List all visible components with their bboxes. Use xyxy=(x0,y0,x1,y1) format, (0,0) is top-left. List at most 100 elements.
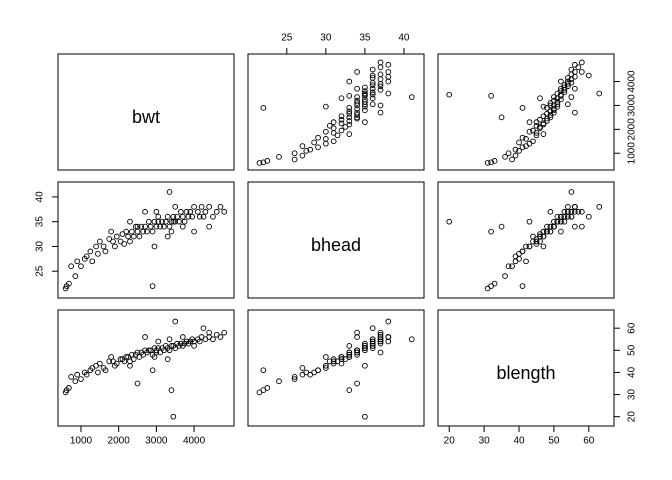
point-blength-vs-bwt-8 xyxy=(512,146,519,153)
point-bhead-vs-blength-81 xyxy=(362,362,368,369)
point-blength-vs-bhead-10 xyxy=(523,258,529,265)
point-bwt-vs-bhead-65 xyxy=(210,213,216,220)
point-bhead-vs-blength-54 xyxy=(362,340,368,347)
point-bwt-vs-bhead-28 xyxy=(132,223,139,230)
point-blength-vs-bhead-76 xyxy=(540,243,547,250)
point-bwt-vs-bhead-44 xyxy=(162,218,169,225)
point-bwt-vs-blength-12 xyxy=(95,369,101,376)
point-blength-vs-bwt-69 xyxy=(585,72,592,79)
point-bwt-vs-bhead-39 xyxy=(153,223,160,230)
point-blength-vs-bhead-77 xyxy=(488,228,494,235)
point-bhead-vs-bwt-4 xyxy=(276,153,282,160)
point-bhead-vs-bwt-72 xyxy=(346,78,353,85)
point-bhead-vs-blength-3 xyxy=(291,374,298,380)
point-bwt-vs-bhead-11 xyxy=(93,243,99,250)
panel-blength-bwt xyxy=(437,53,615,171)
point-blength-vs-bwt-67 xyxy=(571,61,578,68)
diag-label-blength: blength xyxy=(496,363,555,383)
point-bhead-vs-blength-65 xyxy=(369,336,376,343)
point-bhead-vs-bwt-45 xyxy=(369,95,376,102)
point-bhead-vs-bwt-12 xyxy=(311,139,317,146)
point-bhead-vs-bwt-35 xyxy=(362,107,368,114)
point-bwt-vs-bhead-57 xyxy=(187,208,194,215)
point-bhead-vs-bwt-32 xyxy=(346,110,353,117)
point-bhead-vs-bwt-51 xyxy=(362,88,368,94)
point-bwt-vs-bhead-47 xyxy=(168,218,175,225)
point-bhead-vs-bwt-73 xyxy=(377,102,384,109)
point-bhead-vs-blength-80 xyxy=(346,354,353,360)
point-bwt-vs-bhead-85 xyxy=(155,213,162,220)
point-bhead-vs-bwt-76 xyxy=(323,103,329,110)
tick-label-top-bhead-0: 25 xyxy=(281,33,293,44)
point-blength-vs-bwt-1 xyxy=(488,159,494,166)
point-bwt-vs-bhead-32 xyxy=(140,228,147,235)
point-blength-vs-bhead-83 xyxy=(537,233,543,240)
point-blength-vs-bwt-64 xyxy=(571,69,578,75)
point-bwt-vs-bhead-4 xyxy=(72,273,79,280)
point-bwt-vs-bhead-14 xyxy=(100,243,107,250)
point-bhead-vs-blength-4 xyxy=(276,378,282,385)
point-blength-vs-bhead-69 xyxy=(585,213,592,220)
point-bhead-vs-blength-25 xyxy=(330,358,337,365)
point-bhead-vs-bwt-55 xyxy=(377,83,384,90)
point-bwt-vs-bhead-3 xyxy=(68,263,75,270)
point-bwt-vs-bhead-29 xyxy=(134,228,141,235)
point-bhead-vs-blength-76 xyxy=(323,354,329,360)
point-bwt-vs-bhead-25 xyxy=(127,238,133,245)
point-blength-vs-bwt-65 xyxy=(568,66,575,73)
point-blength-vs-bhead-80 xyxy=(540,228,547,235)
tick-label-left-bhead-0: 25 xyxy=(35,265,46,277)
point-bwt-vs-blength-83 xyxy=(164,356,171,363)
point-bhead-vs-bwt-14 xyxy=(323,136,329,142)
point-bhead-vs-bwt-62 xyxy=(385,73,392,80)
point-bhead-vs-bwt-65 xyxy=(369,66,376,73)
point-blength-vs-bwt-7 xyxy=(516,148,522,154)
diag-label-bwt: bwt xyxy=(132,107,160,127)
point-bwt-vs-blength-67 xyxy=(217,334,224,340)
point-bhead-vs-bwt-41 xyxy=(354,100,360,106)
tick-label-right-bwt-0: 1000 xyxy=(627,142,638,165)
point-bhead-vs-bwt-5 xyxy=(299,152,306,159)
point-bwt-vs-bhead-34 xyxy=(144,228,150,235)
point-bhead-vs-blength-70 xyxy=(385,318,392,325)
point-blength-vs-bhead-25 xyxy=(533,238,540,245)
point-bhead-vs-bwt-68 xyxy=(377,59,384,66)
point-bwt-vs-bhead-37 xyxy=(149,228,156,235)
point-bhead-vs-bwt-67 xyxy=(385,61,392,68)
point-bhead-vs-bwt-24 xyxy=(338,120,345,127)
tick-label-right-blength-3: 50 xyxy=(627,344,638,356)
point-bhead-vs-blength-14 xyxy=(323,365,329,371)
point-bwt-vs-bhead-71 xyxy=(166,189,173,195)
point-bwt-vs-bhead-17 xyxy=(110,238,116,245)
point-bhead-vs-blength-10 xyxy=(299,365,306,371)
point-bhead-vs-bwt-81 xyxy=(362,119,368,126)
panel-blength-blength xyxy=(437,309,615,427)
point-bhead-vs-bwt-0 xyxy=(256,160,263,166)
point-bwt-vs-bhead-55 xyxy=(183,208,190,215)
point-bwt-vs-blength-74 xyxy=(149,367,156,374)
point-bwt-vs-bhead-72 xyxy=(191,228,197,235)
point-bwt-vs-blength-71 xyxy=(166,336,173,343)
point-bwt-vs-blength-5 xyxy=(74,371,81,378)
point-bwt-vs-bhead-82 xyxy=(206,223,213,230)
point-blength-vs-bwt-22 xyxy=(533,122,540,129)
point-bwt-vs-blength-79 xyxy=(142,334,148,340)
point-blength-vs-bhead-19 xyxy=(530,233,536,240)
point-bwt-vs-bhead-51 xyxy=(176,218,182,225)
tick-label-bottom-bwt-2: 3000 xyxy=(145,436,168,447)
point-bwt-vs-bhead-78 xyxy=(170,218,177,225)
panel-bwt-blength xyxy=(57,309,235,427)
point-bwt-vs-bhead-33 xyxy=(142,223,148,230)
panel-bhead-bwt xyxy=(247,53,425,171)
point-bwt-vs-bhead-60 xyxy=(194,208,201,215)
point-bwt-vs-bhead-80 xyxy=(108,228,114,235)
point-bwt-vs-blength-85 xyxy=(155,338,162,345)
point-bwt-vs-blength-77 xyxy=(168,387,175,393)
point-blength-vs-bhead-68 xyxy=(578,208,585,215)
point-bhead-vs-bwt-63 xyxy=(377,71,384,78)
point-bhead-vs-bwt-8 xyxy=(307,146,314,153)
point-bhead-vs-bwt-13 xyxy=(330,138,337,145)
point-blength-vs-bhead-65 xyxy=(568,213,575,220)
point-bwt-vs-bhead-18 xyxy=(112,243,118,250)
